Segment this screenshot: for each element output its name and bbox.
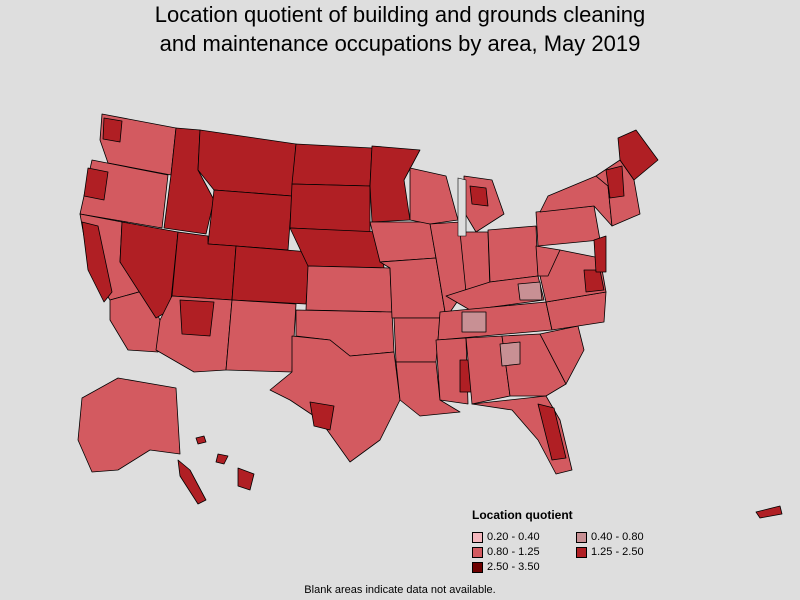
region-north-dakota — [291, 143, 373, 187]
legend-swatch-2 — [576, 531, 587, 543]
region-iowa — [369, 221, 437, 263]
legend-label-1: 0.20 - 0.40 — [487, 531, 540, 543]
legend-swatch-4 — [576, 546, 587, 558]
legend-items: 0.20 - 0.40 0.40 - 0.80 0.80 - 1.25 1.25… — [472, 530, 692, 574]
region-maine — [617, 129, 659, 181]
region-michigan-up — [469, 185, 489, 207]
region-louisiana — [395, 361, 461, 417]
region-new-jersey — [593, 235, 607, 273]
region-seattle — [102, 117, 123, 143]
region-west-virginia — [535, 245, 561, 277]
region-wisconsin — [409, 167, 459, 225]
region-vermont-nh — [605, 165, 625, 199]
region-alaska-panhandle — [177, 459, 207, 505]
region-montana — [197, 129, 297, 197]
title-line-1: Location quotient of building and ground… — [154, 2, 646, 27]
legend-label-4: 1.25 - 2.50 — [591, 546, 644, 558]
legend: Location quotient 0.20 - 0.40 0.40 - 0.8… — [472, 508, 692, 574]
region-texas — [269, 335, 401, 463]
legend-label-3: 0.80 - 1.25 — [487, 546, 540, 558]
lakes — [457, 177, 467, 237]
region-hawaii-3 — [237, 467, 255, 491]
region-arkansas — [393, 317, 441, 363]
region-ohio — [487, 225, 539, 283]
region-texas-south — [309, 401, 335, 431]
map-regions — [77, 113, 783, 519]
region-kansas — [305, 265, 393, 313]
region-wyoming — [207, 189, 293, 251]
footnote: Blank areas indicate data not available. — [304, 584, 496, 596]
region-georgia-low — [499, 341, 521, 367]
region-hawaii-1 — [195, 435, 207, 445]
region-florida-coast — [537, 403, 567, 461]
region-pennsylvania — [535, 205, 601, 247]
region-alaska — [77, 377, 181, 473]
region-oregon-coast — [83, 167, 109, 201]
region-california-coast — [81, 221, 113, 303]
legend-item-1: 0.20 - 0.40 — [472, 530, 576, 544]
region-hawaii-2 — [215, 453, 229, 465]
region-tennessee-low — [461, 311, 487, 333]
region-kentucky-low — [517, 281, 543, 301]
legend-item-5: 2.50 - 3.50 — [472, 560, 576, 574]
region-colorado — [231, 245, 311, 305]
region-south-dakota — [289, 183, 371, 233]
lake-michigan — [457, 177, 467, 237]
legend-label-5: 2.50 - 3.50 — [487, 561, 540, 573]
legend-swatch-1 — [472, 531, 483, 543]
legend-swatch-5 — [472, 561, 483, 573]
region-virginia-coast — [583, 269, 605, 293]
legend-title: Location quotient — [472, 508, 573, 522]
region-south-carolina — [539, 325, 585, 385]
legend-item-4: 1.25 - 2.50 — [576, 545, 680, 559]
map-title: Location quotient of building and ground… — [0, 0, 800, 58]
region-puerto-rico — [755, 505, 783, 519]
legend-swatch-3 — [472, 546, 483, 558]
region-new-mexico — [225, 299, 297, 373]
legend-label-2: 0.40 - 0.80 — [591, 531, 644, 543]
legend-item-2: 0.40 - 0.80 — [576, 530, 680, 544]
region-nm-north — [179, 299, 215, 337]
legend-item-3: 0.80 - 1.25 — [472, 545, 576, 559]
title-line-2: and maintenance occupations by area, May… — [159, 31, 641, 56]
